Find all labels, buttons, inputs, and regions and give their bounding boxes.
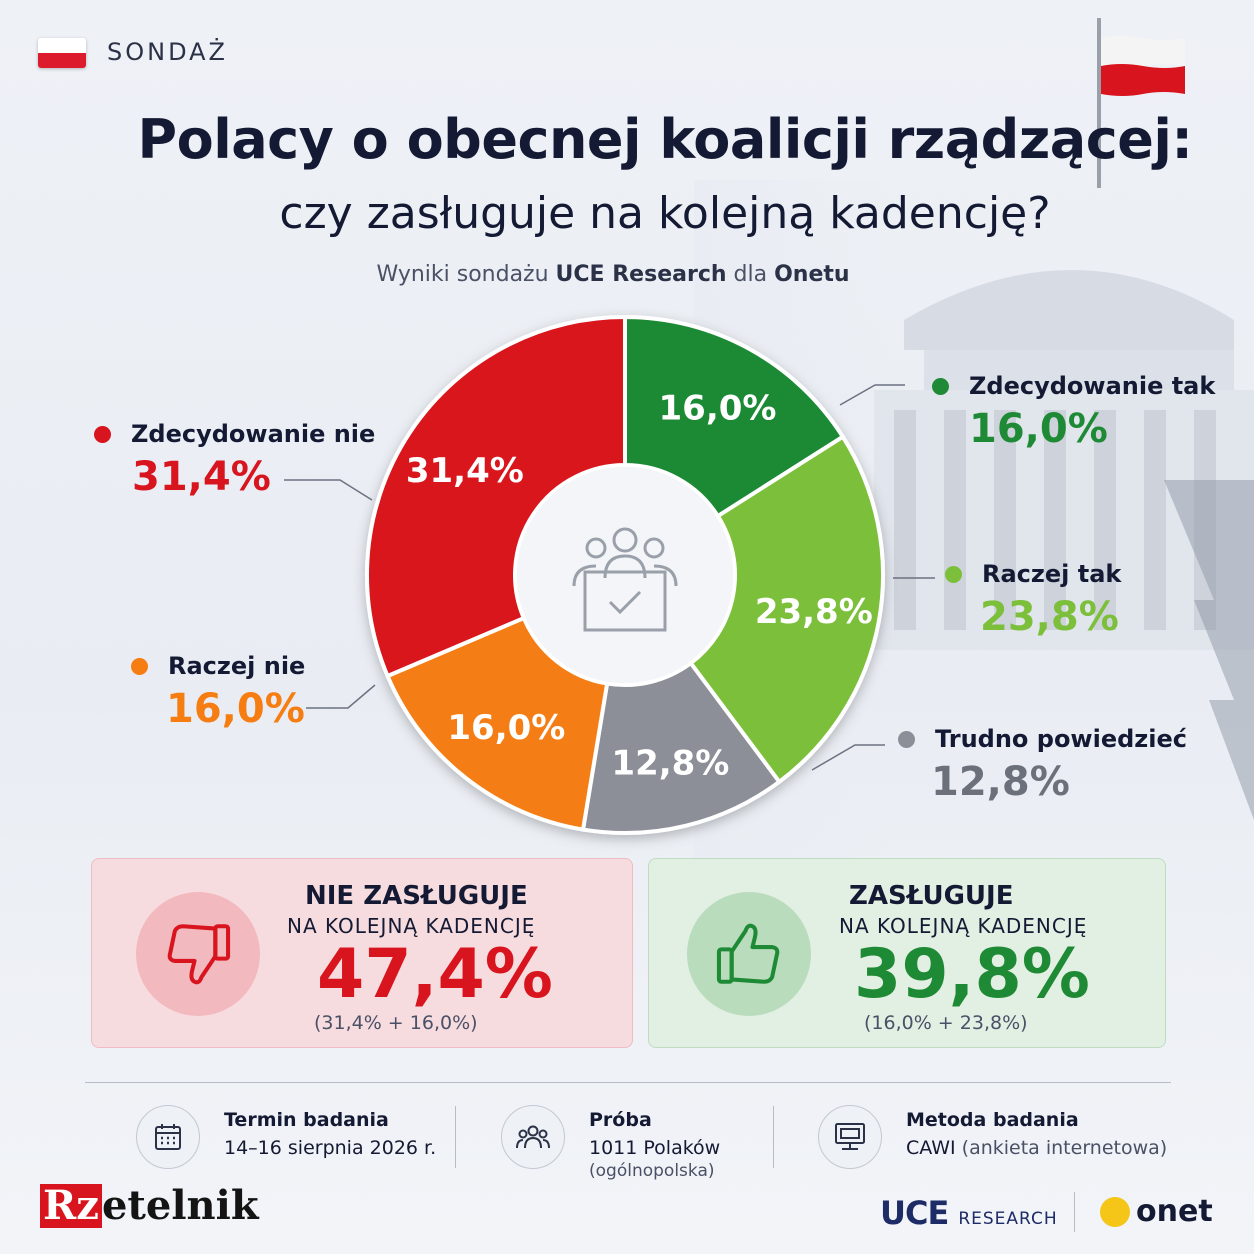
logo-separator [1074,1192,1075,1232]
thumbs-up-icon [687,892,811,1016]
donut-chart: 16,0% 23,8% 12,8% 16,0% 31,4% [365,314,885,835]
legend-zdecydowanie-nie: Zdecydowanie nie 31,4% [94,420,375,500]
legend-dot [94,425,111,443]
ballot-voters-icon [572,527,678,632]
legend-dot [131,657,148,675]
computer-icon [818,1105,882,1169]
info-proba-label: Próba [589,1109,652,1131]
info-separator [455,1106,456,1168]
legend-value: 23,8% [980,594,1119,640]
legend-value: 16,0% [166,686,305,732]
legend-value: 31,4% [132,454,271,500]
donut-slice-1 [687,433,885,785]
summary-card-positive: ZASŁUGUJE NA KOLEJNĄ KADENCJĘ 39,8% (16,… [648,858,1166,1048]
people-icon [501,1105,565,1169]
poland-flag-icon [38,38,86,68]
positive-subtitle: NA KOLEJNĄ KADENCJĘ [839,914,1088,938]
flag-pole [1097,18,1101,188]
survey-tag: SONDAŻ [107,38,228,66]
info-proba-note: (ogólnopolska) [589,1161,715,1181]
donut-label-2: 12,8% [611,744,729,784]
donut-slice-2 [580,660,783,835]
calendar-icon [136,1105,200,1169]
info-separator [773,1106,774,1168]
negative-title: NIE ZASŁUGUJE [305,881,528,911]
source-line: Wyniki sondażu UCE Research dla Onetu [376,262,850,287]
legend-raczej-tak: Raczej tak 23,8% [945,560,1121,640]
donut-label-0: 16,0% [659,389,777,429]
divider [85,1082,1171,1083]
rzetelnik-logo: Rz etelnik [40,1182,259,1229]
parliament-building-background [694,180,1254,880]
legend-trudno-powiedziec: Trudno powiedzieć 12,8% [898,725,1187,805]
legend-raczej-nie: Raczej nie 16,0% [131,652,305,732]
donut-center [517,467,733,683]
uce-research-logo: UCE RESEARCH [880,1194,1058,1232]
legend-dot [945,565,962,583]
negative-breakdown: (31,4% + 16,0%) [314,1012,478,1034]
negative-value: 47,4% [317,935,553,1014]
waving-flag-icon [1101,36,1185,96]
donut-slice-4 [365,314,627,679]
negative-subtitle: NA KOLEJNĄ KADENCJĘ [287,914,536,938]
legend-dot [898,730,915,748]
info-termin-value: 14–16 sierpnia 2026 r. [224,1137,437,1159]
page-title: Polacy o obecnej koalicji rządzącej: [137,108,1193,171]
donut-slice-0 [623,314,846,519]
positive-breakdown: (16,0% + 23,8%) [864,1012,1028,1034]
legend-value: 16,0% [969,406,1108,452]
info-termin-label: Termin badania [224,1109,389,1131]
info-proba-value: 1011 Polaków [589,1137,721,1159]
donut-label-3: 16,0% [447,708,565,748]
legend-dot [932,377,949,395]
page-subtitle: czy zasługuje na kolejną kadencję? [279,188,1051,239]
legend-value: 12,8% [931,759,1070,805]
positive-title: ZASŁUGUJE [849,881,1014,911]
info-metoda-value: CAWI (ankieta internetowa) [906,1137,1168,1159]
legend-zdecydowanie-tak: Zdecydowanie tak 16,0% [932,372,1215,452]
donut-slice-3 [384,615,610,832]
onet-dot-icon [1100,1196,1130,1227]
positive-value: 39,8% [854,935,1090,1014]
thumbs-down-icon [136,892,260,1016]
info-metoda-label: Metoda badania [906,1109,1079,1131]
donut-label-4: 31,4% [406,451,524,491]
onet-logo: onet [1100,1194,1213,1229]
summary-card-negative: NIE ZASŁUGUJE NA KOLEJNĄ KADENCJĘ 47,4% … [91,858,633,1048]
donut-label-1: 23,8% [755,592,873,632]
